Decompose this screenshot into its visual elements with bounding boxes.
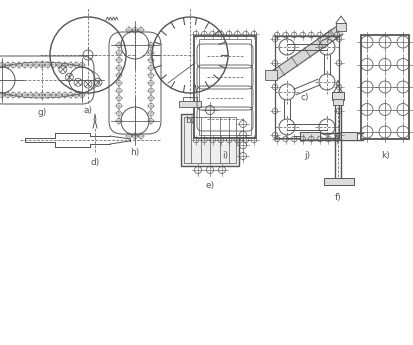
Bar	[332, 92, 344, 100]
Bar	[275, 36, 339, 138]
Bar	[336, 23, 346, 31]
Text: k): k)	[381, 151, 389, 160]
Text: h): h)	[131, 148, 140, 157]
Polygon shape	[272, 26, 343, 79]
Text: c): c)	[301, 93, 309, 102]
Bar	[361, 35, 409, 139]
Bar	[181, 114, 239, 166]
Bar	[184, 117, 236, 163]
Text: f): f)	[335, 193, 342, 202]
Text: g): g)	[37, 108, 47, 117]
Bar	[199, 39, 251, 135]
Bar	[265, 70, 277, 80]
Bar	[194, 36, 256, 138]
Text: d): d)	[90, 158, 100, 167]
Text: e): e)	[205, 181, 215, 190]
Bar	[324, 178, 354, 185]
Text: j): j)	[304, 151, 310, 160]
Text: a): a)	[83, 106, 93, 115]
Bar	[183, 97, 197, 102]
Bar	[179, 101, 201, 107]
Bar	[300, 132, 320, 140]
Text: i): i)	[222, 151, 228, 160]
Bar	[333, 99, 343, 105]
Text: b): b)	[185, 116, 195, 125]
Bar	[341, 132, 357, 140]
